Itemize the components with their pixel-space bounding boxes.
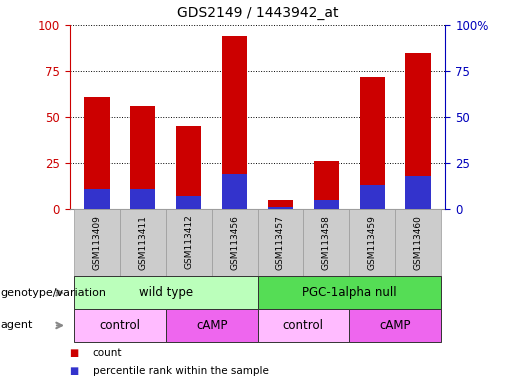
Bar	[314, 200, 339, 209]
Bar	[349, 209, 395, 276]
Text: cAMP: cAMP	[196, 319, 228, 332]
Bar	[314, 161, 339, 209]
Title: GDS2149 / 1443942_at: GDS2149 / 1443942_at	[177, 6, 338, 20]
Text: GSM113411: GSM113411	[139, 215, 147, 270]
Bar	[84, 97, 110, 209]
Bar	[405, 53, 431, 209]
Text: wild type: wild type	[139, 286, 193, 299]
Bar	[258, 209, 303, 276]
Bar	[222, 36, 247, 209]
Text: control: control	[99, 319, 141, 332]
Bar	[74, 209, 120, 276]
Bar	[74, 276, 258, 309]
Bar	[258, 309, 349, 342]
Bar	[359, 185, 385, 209]
Bar	[74, 309, 166, 342]
Bar	[166, 209, 212, 276]
Text: PGC-1alpha null: PGC-1alpha null	[302, 286, 397, 299]
Bar	[222, 174, 247, 209]
Text: percentile rank within the sample: percentile rank within the sample	[93, 366, 269, 376]
Bar	[130, 189, 156, 209]
Bar	[212, 209, 258, 276]
Bar	[268, 207, 293, 209]
Bar	[120, 209, 166, 276]
Text: control: control	[283, 319, 324, 332]
Text: count: count	[93, 348, 122, 358]
Bar	[395, 209, 441, 276]
Text: GSM113460: GSM113460	[414, 215, 422, 270]
Text: GSM113409: GSM113409	[93, 215, 101, 270]
Text: genotype/variation: genotype/variation	[1, 288, 107, 298]
Bar	[176, 126, 201, 209]
Text: GSM113412: GSM113412	[184, 215, 193, 270]
Bar	[268, 200, 293, 209]
Bar	[84, 189, 110, 209]
Text: ■: ■	[70, 366, 79, 376]
Bar	[258, 276, 441, 309]
Bar	[405, 176, 431, 209]
Bar	[166, 309, 258, 342]
Text: GSM113459: GSM113459	[368, 215, 376, 270]
Bar	[176, 196, 201, 209]
Text: ■: ■	[70, 348, 79, 358]
Text: agent: agent	[1, 320, 33, 331]
Bar	[130, 106, 156, 209]
Bar	[349, 309, 441, 342]
Text: GSM113456: GSM113456	[230, 215, 239, 270]
Bar	[359, 76, 385, 209]
Text: GSM113457: GSM113457	[276, 215, 285, 270]
Text: GSM113458: GSM113458	[322, 215, 331, 270]
Bar	[303, 209, 349, 276]
Text: cAMP: cAMP	[379, 319, 411, 332]
